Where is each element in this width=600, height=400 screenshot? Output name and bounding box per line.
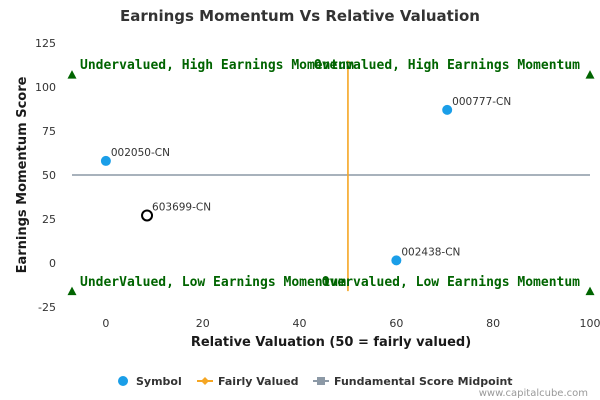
- x-tick-label: 0: [102, 317, 109, 330]
- y-tick-label: 0: [49, 257, 56, 270]
- credit-text: www.capitalcube.com: [479, 388, 588, 399]
- legend-midpoint-marker: [317, 377, 325, 385]
- x-tick-label: 100: [580, 317, 600, 330]
- legend-item-label: Symbol: [136, 375, 182, 388]
- data-point: [141, 209, 154, 222]
- data-point: [391, 255, 402, 266]
- quadrant-triangle-marker: [585, 70, 595, 79]
- data-point-label: 000777-CN: [452, 96, 511, 108]
- quadrant-label-bottom-left: UnderValued, Low Earnings Momentum: [80, 275, 346, 290]
- y-tick-label: 25: [42, 213, 56, 226]
- legend: Symbol Fairly Valued Fundamental Score Mid…: [118, 375, 513, 388]
- quadrant-label-top-right: Overvalued, High Earnings Momentum: [314, 58, 580, 73]
- data-point-label: 002050-CN: [111, 147, 170, 159]
- quadrant-triangle-marker: [67, 70, 77, 79]
- x-axis-title: Relative Valuation (50 = fairly valued): [191, 335, 471, 350]
- y-tick-label: 125: [35, 37, 56, 50]
- data-point: [442, 104, 453, 115]
- chart-title: Earnings Momentum Vs Relative Valuation: [120, 7, 480, 25]
- x-tick-label: 60: [389, 317, 403, 330]
- y-tick-label: 50: [42, 169, 56, 182]
- y-axis-ticks: 125 100 75 50 25 0 -25: [35, 37, 56, 314]
- x-axis-ticks: 0 20 40 60 80 100: [102, 317, 600, 330]
- data-point-label: 603699-CN: [152, 201, 211, 213]
- x-tick-label: 40: [293, 317, 307, 330]
- quadrant-label-top-left: Undervalued, High Earnings Momentum: [80, 58, 354, 73]
- data-point: [100, 155, 111, 166]
- quadrant-labels: Undervalued, High Earnings Momentum Over…: [80, 58, 580, 290]
- quadrant-markers: [67, 70, 595, 296]
- y-tick-label: -25: [38, 301, 56, 314]
- data-point-label: 002438-CN: [401, 246, 460, 258]
- legend-item-label: Fairly Valued: [218, 375, 299, 388]
- legend-item-label: Fundamental Score Midpoint: [334, 375, 513, 388]
- legend-fairly-valued-marker: [201, 377, 209, 385]
- y-tick-label: 75: [42, 125, 56, 138]
- x-tick-label: 20: [196, 317, 210, 330]
- legend-symbol-marker: [118, 376, 128, 386]
- x-tick-label: 80: [486, 317, 500, 330]
- reference-lines: [72, 60, 590, 292]
- quadrant-triangle-marker: [67, 286, 77, 296]
- quadrant-triangle-marker: [585, 286, 595, 296]
- quadrant-label-bottom-right: Overvalued, Low Earnings Momentum: [322, 275, 580, 290]
- y-axis-title: Earnings Momentum Score: [15, 76, 30, 273]
- y-tick-label: 100: [35, 81, 56, 94]
- scatter-points: 000777-CN 002050-CN 603699-CN 002438-CN: [100, 96, 511, 266]
